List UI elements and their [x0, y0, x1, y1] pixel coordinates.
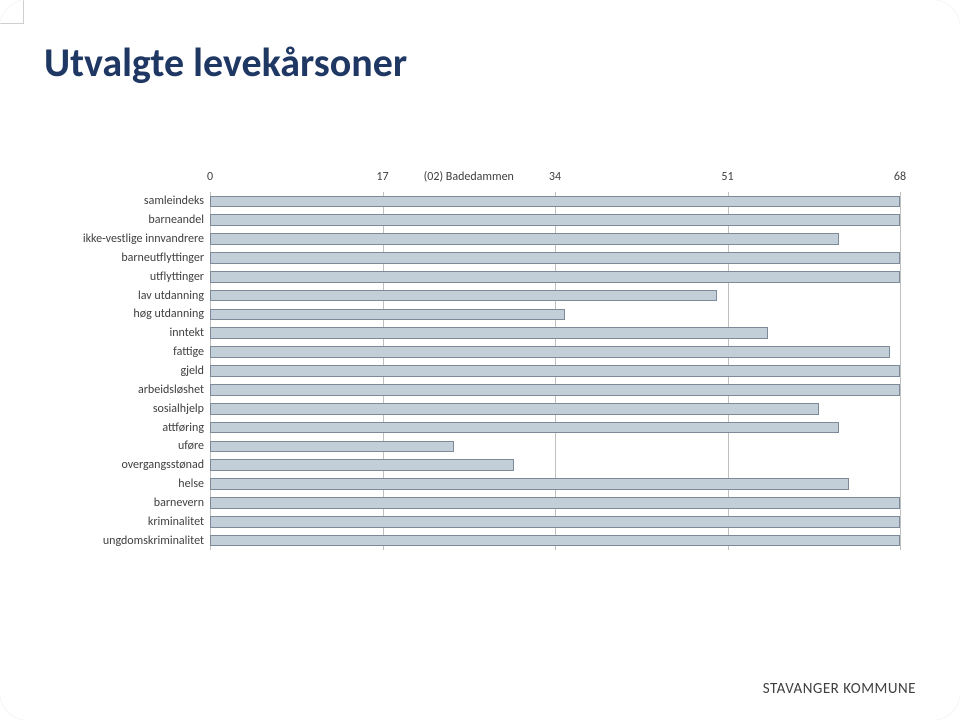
chart-x-axis: 017345168(02) Badedammen	[210, 170, 900, 192]
chart-bar-row	[210, 249, 900, 268]
chart-x-tick: 0	[207, 170, 213, 184]
chart-bar	[210, 365, 900, 377]
chart-x-tick: 34	[549, 170, 561, 184]
chart-y-label: utflyttinger	[70, 267, 210, 286]
chart-bar	[210, 516, 900, 528]
chart-bar-row	[210, 305, 900, 324]
slide-container: Utvalgte levekårsoner samleindeksbarnean…	[0, 0, 960, 720]
chart-x-tick: 51	[721, 170, 733, 184]
chart-y-label: lav utdanning	[70, 286, 210, 305]
chart-bar	[210, 233, 839, 245]
chart-y-labels: samleindeksbarneandelikke-vestlige innva…	[70, 170, 210, 550]
chart-bar-row	[210, 531, 900, 550]
chart-bar	[210, 346, 890, 358]
chart-y-label: barneandel	[70, 211, 210, 230]
chart-y-label: uføre	[70, 437, 210, 456]
chart-bar	[210, 497, 900, 509]
chart-bar	[210, 422, 839, 434]
chart-y-label: inntekt	[70, 324, 210, 343]
chart-plot: 017345168(02) Badedammen	[210, 170, 900, 550]
chart-y-label: barneutflyttinger	[70, 249, 210, 268]
chart-bar-row	[210, 418, 900, 437]
chart-bar-row	[210, 230, 900, 249]
chart-y-label: ungdomskriminalitet	[70, 531, 210, 550]
chart: samleindeksbarneandelikke-vestlige innva…	[70, 170, 900, 550]
chart-bar-row	[210, 494, 900, 513]
chart-bar-row	[210, 475, 900, 494]
corner-stub	[0, 0, 24, 24]
chart-y-label: samleindeks	[70, 192, 210, 211]
chart-bar-row	[210, 286, 900, 305]
page-title: Utvalgte levekårsoner	[44, 38, 407, 87]
chart-y-label: kriminalitet	[70, 512, 210, 531]
chart-bar	[210, 214, 900, 226]
chart-y-label: sosialhjelp	[70, 399, 210, 418]
chart-bar	[210, 252, 900, 264]
chart-bar	[210, 478, 849, 490]
chart-bar	[210, 459, 514, 471]
chart-bar-row	[210, 437, 900, 456]
chart-bar	[210, 196, 900, 208]
chart-bar	[210, 403, 819, 415]
chart-bar-row	[210, 343, 900, 362]
chart-bar-row	[210, 211, 900, 230]
chart-bar-row	[210, 456, 900, 475]
chart-bar	[210, 327, 768, 339]
chart-bars-area	[210, 192, 900, 550]
chart-x-tick: 68	[894, 170, 906, 184]
chart-y-label: attføring	[70, 418, 210, 437]
chart-series-title: (02) Badedammen	[424, 170, 514, 184]
chart-y-label: barnevern	[70, 494, 210, 513]
chart-grid-line	[900, 192, 901, 550]
chart-y-label: overgangsstønad	[70, 456, 210, 475]
chart-bar	[210, 271, 900, 283]
chart-bar-row	[210, 380, 900, 399]
chart-bar-row	[210, 324, 900, 343]
chart-bar	[210, 535, 900, 547]
footer-text: STAVANGER KOMMUNE	[763, 680, 916, 698]
chart-bar	[210, 384, 900, 396]
chart-bars	[210, 192, 900, 550]
chart-y-label: gjeld	[70, 362, 210, 381]
chart-y-label: helse	[70, 475, 210, 494]
chart-x-tick: 17	[376, 170, 388, 184]
chart-y-label: høg utdanning	[70, 305, 210, 324]
chart-bar	[210, 290, 717, 302]
chart-bar	[210, 441, 454, 453]
chart-bar-row	[210, 267, 900, 286]
chart-bar-row	[210, 192, 900, 211]
chart-bar-row	[210, 362, 900, 381]
chart-bar	[210, 309, 565, 321]
chart-bar-row	[210, 512, 900, 531]
chart-y-label: arbeidsløshet	[70, 380, 210, 399]
chart-bar-row	[210, 399, 900, 418]
chart-y-label: fattige	[70, 343, 210, 362]
chart-y-label: ikke-vestlige innvandrere	[70, 230, 210, 249]
